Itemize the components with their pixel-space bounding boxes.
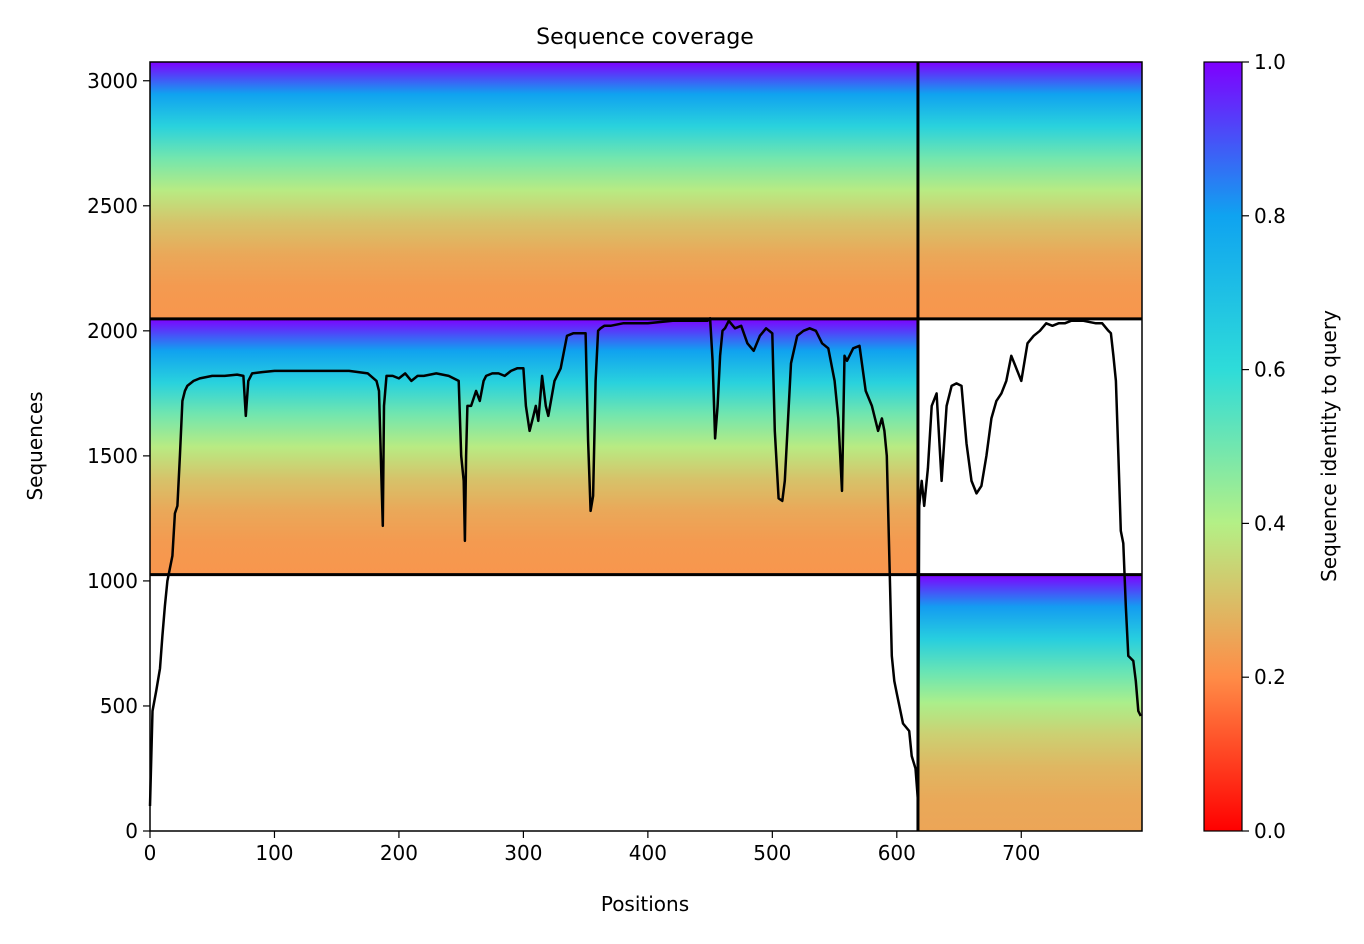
y-tick-label: 1000 <box>87 569 138 593</box>
y-tick-label: 1500 <box>87 444 138 468</box>
heatmap-block-lower-right <box>917 574 1142 831</box>
y-tick-label: 2000 <box>87 319 138 343</box>
y-tick-label: 3000 <box>87 69 138 93</box>
plot-border <box>149 61 1143 832</box>
colorbar-label: Sequence identity to query <box>1317 310 1341 582</box>
coverage-heatmap <box>150 62 1142 831</box>
coverage-line-layer <box>148 317 1142 807</box>
colorbar-tick-label: 0.8 <box>1254 204 1286 228</box>
x-axis: 0 100 200 300 400 500 600 700 <box>144 831 1040 865</box>
colorbar-tick-label: 0.0 <box>1254 819 1286 843</box>
x-tick-label: 400 <box>629 841 667 865</box>
heatmap-block-middle-left <box>150 318 918 575</box>
y-tick-label: 2500 <box>87 194 138 218</box>
colorbar-tick-label: 0.4 <box>1254 511 1286 535</box>
chart-title: Sequence coverage <box>536 25 754 50</box>
heatmap-block-upper-right <box>917 62 1142 319</box>
colorbar: 0.0 0.2 0.4 0.6 0.8 1.0 <box>1203 50 1286 843</box>
x-tick-label: 700 <box>1002 841 1040 865</box>
x-tick-label: 0 <box>144 841 157 865</box>
colorbar-gradient <box>1203 61 1243 832</box>
y-axis: 0 500 1000 1500 2000 2500 3000 <box>87 69 150 843</box>
coverage-line <box>148 317 1142 807</box>
colorbar-tick-label: 1.0 <box>1254 50 1286 74</box>
x-axis-label: Positions <box>601 892 689 916</box>
colorbar-tick-label: 0.6 <box>1254 358 1286 382</box>
y-axis-label: Sequences <box>23 391 47 500</box>
y-tick-label: 500 <box>100 694 138 718</box>
colorbar-tick-label: 0.2 <box>1254 665 1286 689</box>
x-tick-label: 500 <box>753 841 791 865</box>
y-tick-label: 0 <box>125 819 138 843</box>
x-tick-label: 600 <box>878 841 916 865</box>
x-tick-label: 200 <box>380 841 418 865</box>
heatmap-block-upper-left <box>150 62 918 319</box>
x-tick-label: 300 <box>504 841 542 865</box>
x-tick-label: 100 <box>255 841 293 865</box>
